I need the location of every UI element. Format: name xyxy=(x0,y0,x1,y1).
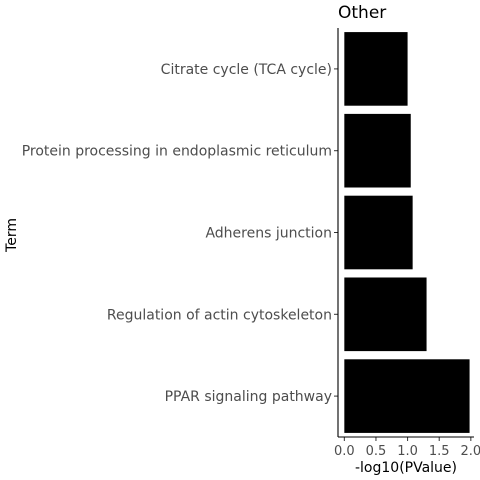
bar xyxy=(344,277,427,352)
y-tick-label: Protein processing in endoplasmic reticu… xyxy=(22,144,332,160)
y-tick-label: PPAR signaling pathway xyxy=(165,389,332,405)
x-tick-label: 0.0 xyxy=(334,444,355,459)
y-tick-label: Adherens junction xyxy=(205,226,332,242)
y-tick-label: Regulation of actin cytoskeleton xyxy=(107,307,332,323)
y-axis-ticks: Citrate cycle (TCA cycle) Protein process… xyxy=(22,62,338,405)
y-tick-label: Citrate cycle (TCA cycle) xyxy=(161,62,332,78)
x-tick-label: 1.5 xyxy=(429,444,450,459)
bar xyxy=(344,113,411,188)
x-axis-title: -log10(PValue) xyxy=(355,460,457,476)
bar xyxy=(344,195,413,270)
x-tick-label: 2.0 xyxy=(460,444,480,459)
bar xyxy=(344,32,408,106)
bar xyxy=(344,359,470,433)
x-tick-label: 0.5 xyxy=(366,444,387,459)
y-axis-title: Term xyxy=(4,218,20,253)
chart-title: Other xyxy=(338,3,386,23)
bars-group xyxy=(344,32,470,433)
x-axis-ticks: 0.0 0.5 1.0 1.5 2.0 xyxy=(334,437,480,459)
x-tick-label: 1.0 xyxy=(397,444,418,459)
